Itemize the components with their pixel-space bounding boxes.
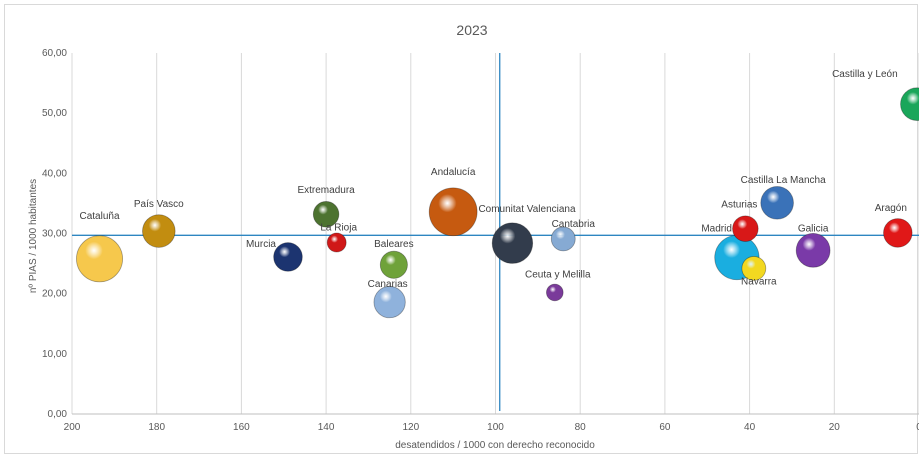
- bubble-canarias: [373, 286, 406, 319]
- bubble-castilla-y-león: [900, 87, 919, 121]
- bubble-aragón: [883, 218, 913, 248]
- x-tick-label: 60: [659, 422, 671, 433]
- bubble-labels: Cataluña País Vasco Murcia Extremadura La Ri…: [80, 69, 907, 290]
- bubble-label: Aragón: [875, 203, 907, 214]
- axis-ticks: 2001801601401201008060402000,0010,0020,0…: [42, 48, 919, 433]
- bubble-la-rioja: [326, 232, 347, 253]
- y-tick-label: 0,00: [48, 409, 68, 420]
- bubble-país-vasco: [142, 214, 176, 248]
- bubbles: [76, 87, 919, 319]
- bubble-label: Cantabria: [552, 219, 596, 230]
- chart-title: 2023: [456, 22, 487, 38]
- x-tick-label: 0: [916, 422, 919, 433]
- bubble-label: Murcia: [246, 239, 276, 250]
- x-tick-label: 40: [744, 422, 756, 433]
- bubble-navarra: [741, 256, 767, 281]
- x-tick-label: 200: [64, 422, 81, 433]
- x-tick-label: 160: [233, 422, 250, 433]
- x-tick-label: 80: [575, 422, 587, 433]
- chart-frame: 2023 2001801601401201008060402000,0010,0…: [4, 4, 919, 454]
- bubble-label: Asturias: [721, 200, 757, 211]
- bubble-label: Castilla y León: [832, 69, 898, 80]
- bubble-comunitat-valenciana: [491, 222, 534, 264]
- bubble-label: Canarias: [368, 279, 408, 290]
- bubble-label: Extremadura: [297, 185, 355, 196]
- x-tick-label: 120: [402, 422, 419, 433]
- y-tick-label: 30,00: [42, 229, 67, 240]
- bubble-andalucía: [428, 187, 478, 237]
- x-tick-label: 20: [829, 422, 841, 433]
- y-tick-label: 60,00: [42, 48, 67, 59]
- bubble-label: Comunitat Valenciana: [478, 204, 576, 215]
- bubble-murcia: [273, 242, 303, 272]
- bubble-label: Andalucía: [431, 167, 476, 178]
- y-tick-label: 10,00: [42, 349, 67, 360]
- bubble-label: Baleares: [374, 239, 413, 250]
- y-tick-label: 20,00: [42, 289, 67, 300]
- bubble-chart: 2023 2001801601401201008060402000,0010,0…: [28, 22, 919, 451]
- bubble-galicia: [795, 233, 831, 268]
- bubble-label: La Rioja: [320, 223, 357, 234]
- bubble-cataluña: [76, 235, 124, 283]
- x-tick-label: 180: [148, 422, 165, 433]
- x-axis-title: desatendidos / 1000 con derecho reconoci…: [395, 440, 595, 451]
- bubble-ceuta-y-melilla: [546, 283, 564, 302]
- bubble-label: Castilla La Mancha: [741, 175, 826, 186]
- bubble-baleares: [379, 250, 408, 279]
- y-axis-title: nº PIAS / 1000 habitantes: [28, 179, 39, 293]
- bubble-castilla-la-mancha: [760, 186, 794, 220]
- bubble-label: Galicia: [798, 223, 829, 234]
- bubble-asturias: [732, 215, 759, 242]
- bubble-extremadura: [312, 201, 340, 228]
- x-tick-label: 100: [487, 422, 504, 433]
- bubble-label: Navarra: [741, 276, 777, 287]
- x-tick-label: 140: [318, 422, 335, 433]
- bubble-label: Madrid: [701, 224, 732, 235]
- y-tick-label: 50,00: [42, 108, 67, 119]
- bubble-label: País Vasco: [134, 199, 184, 210]
- bubble-label: Cataluña: [80, 211, 120, 222]
- bubble-cantabria: [550, 226, 576, 252]
- y-tick-label: 40,00: [42, 168, 67, 179]
- bubble-label: Ceuta y Melilla: [525, 269, 591, 280]
